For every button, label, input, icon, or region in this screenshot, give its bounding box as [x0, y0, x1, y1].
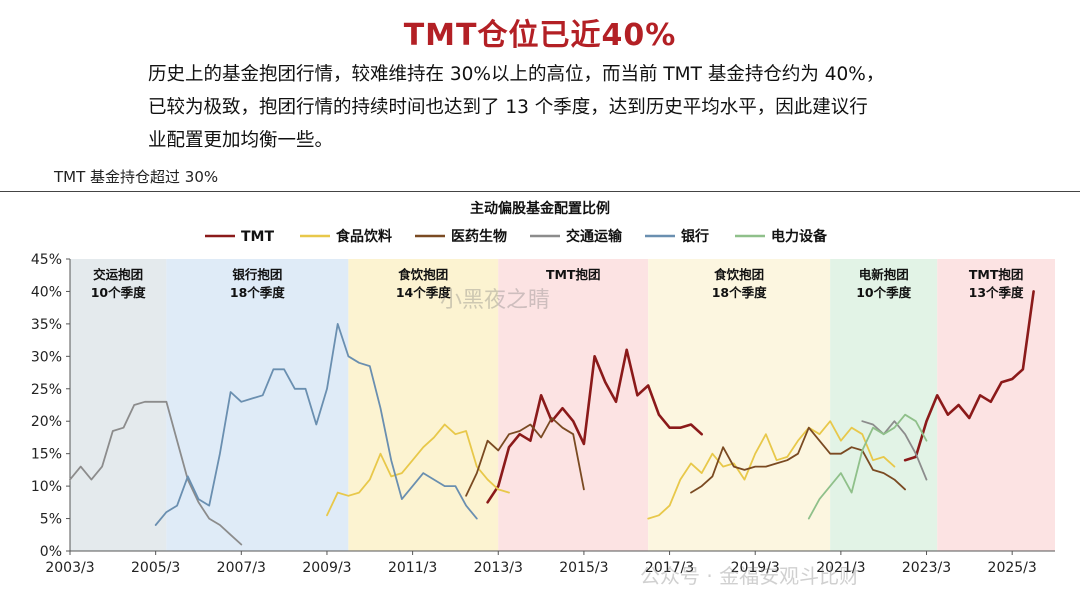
- period-duration: 10个季度: [91, 285, 146, 300]
- page-title: TMT仓位已近40%: [403, 18, 677, 53]
- period-labels: 交运抱团 10个季度 银行抱团 18个季度 食饮抱团 14个季度 TMT抱团 食饮抱团 18个季…: [91, 267, 1024, 300]
- period-band: [937, 259, 1055, 551]
- series-line-交通运输: [69, 400, 243, 546]
- legend-label: 食品饮料: [336, 228, 392, 245]
- axes: 0% 5% 10% 15% 20% 25% 30% 35% 40% 45% 2003/3 2005/3…: [31, 252, 1055, 576]
- x-tick-label: 2003/3: [45, 560, 94, 576]
- intro-line: 历史上的基金抱团行情，较难维持在 30%以上的高位，而当前 TMT 基金持仓约为…: [148, 64, 885, 85]
- period-label: TMT抱团: [546, 267, 601, 282]
- period-duration: 18个季度: [230, 285, 285, 300]
- x-tick-label: 2025/3: [988, 560, 1037, 576]
- series-line-TMT: [486, 348, 703, 504]
- period-label: TMT抱团: [969, 267, 1024, 282]
- period-label: 食饮抱团: [397, 267, 448, 282]
- x-tick-label: 2007/3: [217, 560, 266, 576]
- y-tick-label: 30%: [31, 349, 62, 365]
- period-band: [830, 259, 938, 551]
- watermark-bottom: 公众号 · 金福安观斗比财: [640, 564, 860, 588]
- legend-label: TMT: [241, 229, 274, 245]
- y-tick-label: 15%: [31, 447, 62, 463]
- series-line-医药生物: [690, 426, 906, 494]
- legend: TMT 食品饮料 医药生物 交通运输 银行 电力设备: [205, 228, 828, 245]
- series-lines: [69, 290, 1035, 546]
- x-tick-label: 2013/3: [474, 560, 523, 576]
- x-tick-label: 2015/3: [559, 560, 608, 576]
- x-tick-label: 2009/3: [302, 560, 351, 576]
- intro-paragraph: 历史上的基金抱团行情，较难维持在 30%以上的高位，而当前 TMT 基金持仓约为…: [148, 58, 1008, 157]
- y-tick-label: 10%: [31, 479, 62, 495]
- y-tick-label: 40%: [31, 284, 62, 300]
- x-tick-label: 2023/3: [902, 560, 951, 576]
- x-tick-label: 2017/3: [645, 560, 694, 576]
- legend-label: 医药生物: [451, 228, 507, 245]
- y-tick-label: 25%: [31, 382, 62, 398]
- period-band: [498, 259, 649, 551]
- series-line-TMT: [903, 290, 1035, 462]
- legend-label: 电力设备: [771, 228, 828, 245]
- period-duration: 14个季度: [396, 285, 451, 300]
- x-tick-label: 2011/3: [388, 560, 437, 576]
- period-label: 银行抱团: [232, 267, 282, 282]
- period-label: 电新抱团: [859, 267, 909, 282]
- y-tick-label: 20%: [31, 414, 62, 430]
- period-duration: 13个季度: [969, 285, 1024, 300]
- intro-line: 业配置更加均衡一些。: [148, 130, 334, 151]
- series-line-食品饮料: [647, 420, 896, 520]
- intro-line: 已较为极致，抱团行情的持续时间也达到了 13 个季度，达到历史平均水平，因此建议…: [148, 97, 868, 118]
- chart-title: 主动偏股基金配置比例: [470, 200, 610, 217]
- period-duration: 10个季度: [856, 285, 911, 300]
- figure-label: TMT 基金持仓超过 30%: [54, 168, 219, 186]
- legend-label: 银行: [681, 228, 709, 245]
- period-duration: 18个季度: [712, 285, 767, 300]
- x-tick-label: 2005/3: [131, 560, 180, 576]
- y-tick-label: 0%: [40, 544, 62, 560]
- period-band: [70, 259, 167, 551]
- y-tick-label: 5%: [40, 512, 62, 528]
- period-label: 交运抱团: [93, 267, 143, 282]
- divider: [0, 191, 1080, 192]
- x-tick-label: 2019/3: [731, 560, 780, 576]
- x-tick-label: 2021/3: [816, 560, 865, 576]
- legend-label: 交通运输: [566, 228, 623, 245]
- period-band: [348, 259, 499, 551]
- watermark: 小黑夜之睛: [440, 288, 551, 313]
- y-tick-label: 35%: [31, 317, 62, 333]
- period-bands: [70, 259, 1055, 551]
- series-line-电力设备: [807, 413, 928, 520]
- allocation-chart: 0% 5% 10% 15% 20% 25% 30% 35% 40% 45% 2003/3 2005/3…: [31, 200, 1055, 576]
- period-label: 食饮抱团: [713, 267, 764, 282]
- y-tick-label: 45%: [31, 252, 62, 268]
- series-line-交通运输: [861, 420, 928, 481]
- period-band: [166, 259, 349, 551]
- period-band: [648, 259, 831, 551]
- series-line-医药生物: [465, 417, 585, 497]
- series-line-银行: [154, 323, 478, 526]
